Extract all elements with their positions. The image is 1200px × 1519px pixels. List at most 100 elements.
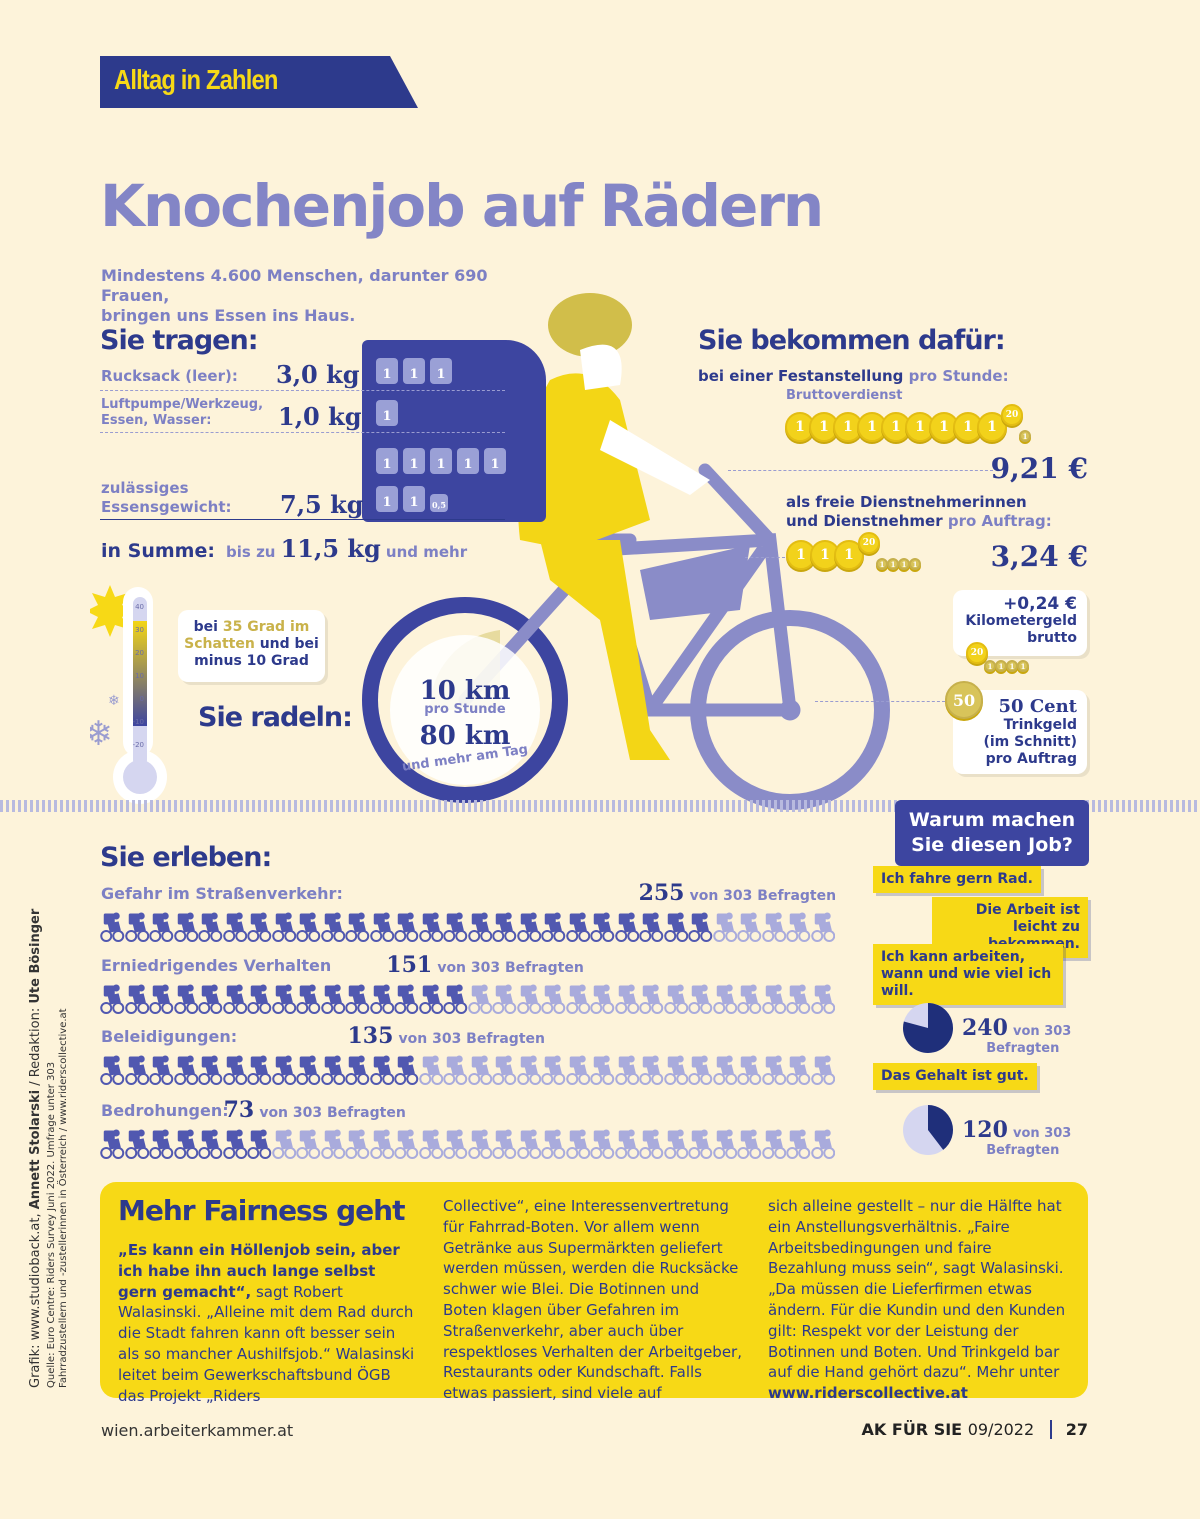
rider-icon	[786, 1055, 811, 1085]
rider-icon-row	[100, 912, 840, 942]
rider-icon	[247, 912, 272, 942]
coin-icon: 20	[858, 532, 880, 554]
ride-heading: Sie radeln:	[198, 702, 353, 733]
weight-icon: 1	[457, 448, 479, 474]
weight-icon: 1	[430, 448, 452, 474]
rider-icon	[663, 912, 689, 942]
thermometer-tick: 10	[135, 672, 144, 680]
rider-icon	[737, 984, 762, 1014]
rider-icon	[320, 912, 346, 942]
rider-icon	[222, 984, 248, 1014]
rider-icon	[100, 1055, 125, 1085]
rider-icon	[320, 1055, 346, 1085]
fairness-box: Mehr Fairness geht „Es kann ein Höllenjo…	[100, 1182, 1088, 1405]
weight-icon: 1	[376, 400, 398, 426]
rider-icon	[810, 984, 836, 1014]
rider-icon	[492, 1055, 517, 1085]
coin-icon: 1	[898, 558, 910, 570]
rider-icon	[663, 984, 689, 1014]
rider-icon	[173, 912, 199, 942]
rider-icon	[296, 912, 321, 942]
rider-icon	[345, 912, 370, 942]
rider-icon	[712, 912, 738, 942]
rider-icon	[443, 1055, 468, 1085]
rider-icon	[173, 984, 199, 1014]
rider-icon	[394, 984, 419, 1014]
rider-icon	[810, 912, 836, 942]
rider-icon	[247, 984, 272, 1014]
thermometer-tick: -20	[132, 741, 144, 749]
rider-icon	[124, 912, 150, 942]
rider-icon	[369, 984, 395, 1014]
why-stat: 120 von 303 Befragten	[962, 1117, 1072, 1158]
pie-slice-value	[903, 1003, 953, 1053]
rider-icon	[100, 1129, 125, 1159]
rider-icon	[590, 1055, 615, 1085]
footer-issue: AK FÜR SIE 09/2022 27	[861, 1420, 1088, 1439]
divider	[745, 557, 785, 558]
carry-value: 7,5 kg	[280, 490, 364, 519]
coins-hourly: 1 1 1 1 1 1 1 1 1 20 1	[785, 404, 1065, 452]
coin-icon: 1	[909, 558, 921, 570]
thermometer-tick: 20	[135, 649, 144, 657]
rider-icon	[222, 1129, 248, 1159]
experience-label: Bedrohungen:	[101, 1101, 229, 1120]
rider-icon	[271, 912, 297, 942]
rider-icon	[222, 1055, 248, 1085]
fairness-column: „Es kann ein Höllenjob sein, aber ich ha…	[118, 1241, 415, 1405]
thermometer-icon: ❄ ❄	[90, 585, 167, 804]
bicycle-icon	[362, 463, 890, 810]
rider-icon	[345, 984, 370, 1014]
reason-bubble: Das Gehalt ist gut.	[873, 1063, 1037, 1090]
rider-icon	[198, 912, 223, 942]
rider-icon	[369, 912, 395, 942]
reason-bubble: Ich kann arbeiten, wann und wie viel ich…	[873, 944, 1063, 1005]
backpack: 1 1 1 1 1 1 1 1 1 1 1 0,5	[362, 340, 546, 522]
pie-chart-salary-good	[903, 1105, 953, 1155]
footer-url[interactable]: wien.arbeiterkammer.at	[101, 1421, 294, 1440]
rider-icon	[247, 1055, 272, 1085]
weight-icon: 1	[403, 448, 425, 474]
section-kicker: Alltag in Zahlen	[100, 56, 418, 108]
rider-icon	[198, 1129, 223, 1159]
rider-icon	[590, 1129, 615, 1159]
rider-icon	[712, 1055, 738, 1085]
carry-label: zulässiges Essensgewicht:	[101, 479, 232, 516]
rider-icon	[565, 1129, 591, 1159]
rider-icon-row	[100, 1055, 840, 1085]
rider-icon	[492, 1129, 517, 1159]
fairness-column: Collective“, eine Interessenvertretung f…	[443, 1197, 742, 1403]
rider-icon	[320, 1129, 346, 1159]
riders-collective-link[interactable]: www.riderscollective.at	[768, 1384, 968, 1403]
rider-icon	[565, 1055, 591, 1085]
thermometer-fill	[133, 621, 147, 726]
rider-icon	[222, 912, 248, 942]
rider-icon	[761, 912, 787, 942]
rider-icon	[394, 1055, 419, 1085]
divider	[100, 519, 505, 520]
rider-icon	[639, 912, 664, 942]
rider-icon	[614, 1129, 640, 1159]
weight-icon: 1	[376, 448, 398, 474]
thermometer-tick: 30	[135, 626, 144, 634]
rider-icon	[761, 984, 787, 1014]
rider-icon	[345, 1129, 370, 1159]
snowflake-icon: ❄	[108, 693, 120, 709]
hourly-wage: 9,21 €	[990, 452, 1088, 485]
rider-icon	[100, 984, 125, 1014]
credits: Grafik: www.studioback.at, Annett Stolar…	[28, 908, 69, 1388]
rider-icon	[541, 984, 566, 1014]
rider-icon	[810, 1055, 836, 1085]
rider-icon	[296, 1129, 321, 1159]
freelance-label: als freie Dienstnehmerinnen und Dienstneh…	[786, 493, 1052, 530]
rider-icon	[639, 1129, 664, 1159]
experience-heading: Sie erleben:	[100, 842, 272, 873]
divider	[100, 432, 505, 433]
rider-icon	[492, 912, 517, 942]
carry-label: Rucksack (leer):	[101, 367, 238, 385]
rider-icon	[516, 1129, 542, 1159]
divider	[728, 470, 993, 471]
rider-icon	[663, 1129, 689, 1159]
rider-icon	[173, 1129, 199, 1159]
rider-icon	[320, 984, 346, 1014]
